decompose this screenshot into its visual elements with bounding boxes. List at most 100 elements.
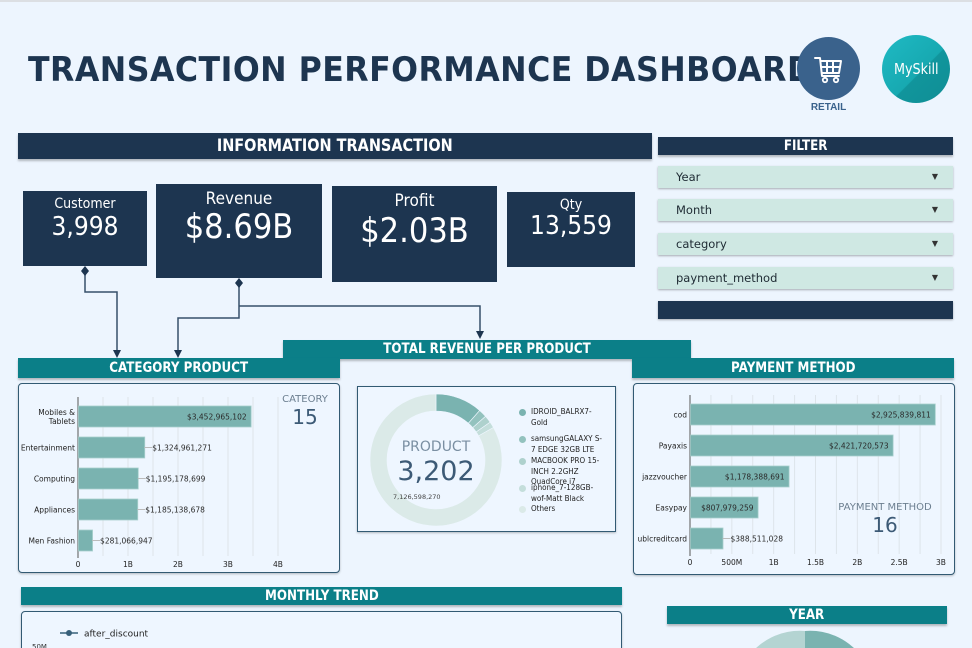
kpi-revenue: Revenue $8.69B — [156, 184, 322, 278]
kpi-customer: Customer 3,998 — [23, 191, 147, 266]
filter-month-dropdown[interactable]: Month ▼ — [658, 199, 953, 221]
connector-diamond — [235, 278, 243, 288]
myskill-logo: MySkill — [882, 35, 950, 103]
x-tick-label: 2B — [852, 558, 862, 567]
bar[interactable] — [689, 465, 789, 487]
filter-year-dropdown[interactable]: Year ▼ — [658, 166, 953, 188]
kpi-profit-value: $2.03B — [360, 211, 469, 251]
caret-down-icon: ▼ — [931, 239, 938, 248]
bar[interactable] — [689, 403, 936, 425]
arrow-head — [113, 350, 121, 358]
bar-value-label: $1,324,961,271 — [152, 443, 212, 452]
x-tick-label: 3B — [223, 560, 233, 569]
x-tick-label: 2B — [173, 560, 183, 569]
filter-payment-method-dropdown[interactable]: payment_method ▼ — [658, 267, 953, 289]
legend-item[interactable]: MACBOOK PRO 15-INCH 2.2GHZ QuadCore i7 — [519, 456, 611, 488]
kpi-revenue-label: Revenue — [205, 189, 273, 209]
arrow-head — [174, 350, 182, 358]
bar[interactable] — [77, 498, 138, 520]
scorecard-label: CATEORY — [282, 394, 329, 405]
filter-footer-bar — [658, 301, 953, 319]
total-revenue-panel: PRODUCT 3,202 7,126,598,270 IDROID_BALRX7-… — [357, 386, 616, 532]
legend-swatch-icon — [519, 506, 526, 513]
x-tick-label: 1B — [768, 558, 778, 567]
category-label: Appliances — [34, 505, 75, 514]
bar[interactable] — [77, 467, 139, 489]
bar-value-label: $281,066,947 — [100, 536, 153, 545]
bar[interactable] — [689, 527, 723, 549]
year-pie-slice — [756, 630, 805, 648]
x-tick-label: 500M — [721, 558, 742, 567]
year-pie-chart — [756, 630, 854, 648]
legend-marker-icon — [66, 630, 72, 636]
category-label: Computing — [33, 474, 74, 483]
bar[interactable] — [77, 405, 252, 427]
legend-swatch-icon — [519, 409, 526, 416]
legend-label: IDROID_BALRX7-Gold — [531, 407, 592, 427]
filter-category-label: category — [676, 237, 727, 251]
scorecard-value: 15 — [292, 405, 317, 429]
caret-down-icon: ▼ — [931, 205, 938, 214]
kpi-revenue-value: $8.69B — [184, 207, 294, 247]
retail-logo-label: RETAIL — [810, 102, 847, 113]
category-label: Easypay — [655, 503, 687, 512]
bar-value-label: $2,421,720,573 — [828, 441, 888, 450]
page-title: TRANSACTION PERFORMANCE DASHBOARD — [28, 50, 814, 90]
monthly-trend-panel: after_discount 50M — [21, 611, 622, 648]
total-revenue-per-product-header: TOTAL REVENUE PER PRODUCT — [283, 340, 691, 359]
payment-method-chart: cod $2,925,839,811 Payaxis $2,421,720,573 ja… — [637, 394, 946, 567]
kpi-customer-label: Customer — [54, 196, 116, 212]
kpi-customer-value: 3,998 — [51, 212, 119, 242]
kpi-qty-label: Qty — [559, 197, 583, 213]
category-label: Men Fashion — [28, 536, 75, 545]
caret-down-icon: ▼ — [931, 273, 938, 282]
x-tick-label: 1.5B — [806, 558, 823, 567]
x-tick-label: 4B — [273, 560, 283, 569]
bar[interactable] — [689, 496, 759, 518]
top-border — [0, 0, 972, 2]
filter-header: FILTER — [658, 137, 953, 155]
category-label: Payaxis — [658, 441, 686, 450]
total-revenue-per-product-title: TOTAL REVENUE PER PRODUCT — [383, 341, 591, 357]
scorecard-value: 16 — [872, 513, 897, 537]
legend-swatch-icon — [519, 436, 526, 443]
information-transaction-title: INFORMATION TRANSACTION — [217, 136, 453, 156]
donut-slice-label: 7,126,598,270 — [393, 493, 441, 501]
category-product-title: CATEGORY PRODUCT — [109, 360, 249, 376]
x-tick-label: 0 — [75, 560, 80, 569]
kpi-profit: Profit $2.03B — [332, 186, 497, 282]
payment-method-title: PAYMENT METHOD — [730, 360, 856, 376]
category-label: ublcreditcard — [637, 534, 687, 543]
year-header: YEAR — [667, 606, 947, 624]
legend-item[interactable]: IDROID_BALRX7-Gold — [519, 407, 611, 428]
legend-item[interactable]: samsungGALAXY S-7 EDGE 32GB LTE — [519, 434, 611, 455]
bar-value-label: $807,979,259 — [701, 503, 754, 512]
x-tick-label: 0 — [687, 558, 692, 567]
bar[interactable] — [77, 529, 93, 551]
filter-category-dropdown[interactable]: category ▼ — [658, 233, 953, 255]
filter-title: FILTER — [783, 138, 828, 154]
filter-month-label: Month — [676, 203, 713, 217]
information-transaction-header: INFORMATION TRANSACTION — [18, 133, 652, 159]
bar-value-label: $1,185,138,678 — [145, 505, 205, 514]
category-label: Mobiles & — [38, 408, 75, 417]
donut-slice[interactable] — [369, 393, 503, 527]
category-product-panel: Mobiles & Tablets $3,452,965,102 Entertainm… — [18, 383, 340, 573]
monthly-trend-header: MONTHLY TREND — [21, 587, 622, 605]
myskill-logo-text: MySkill — [893, 60, 939, 78]
category-label: jazzvoucher — [641, 472, 688, 481]
category-label: Tablets — [47, 417, 74, 426]
category-label: Entertainment — [20, 443, 74, 452]
x-tick-label: 3B — [936, 558, 946, 567]
bar[interactable] — [77, 436, 145, 458]
filter-payment-method-label: payment_method — [676, 271, 778, 285]
bar-value-label: $1,195,178,699 — [145, 474, 205, 483]
scorecard-label: PAYMENT METHOD — [838, 502, 932, 513]
caret-down-icon: ▼ — [931, 172, 938, 181]
legend-item[interactable]: Others — [519, 504, 611, 515]
legend-label: iphone_7-128GB-wof-Matt Black — [531, 483, 594, 503]
legend-item[interactable]: iphone_7-128GB-wof-Matt Black — [519, 483, 611, 504]
legend-swatch-icon — [519, 458, 526, 465]
bar[interactable] — [689, 434, 894, 456]
